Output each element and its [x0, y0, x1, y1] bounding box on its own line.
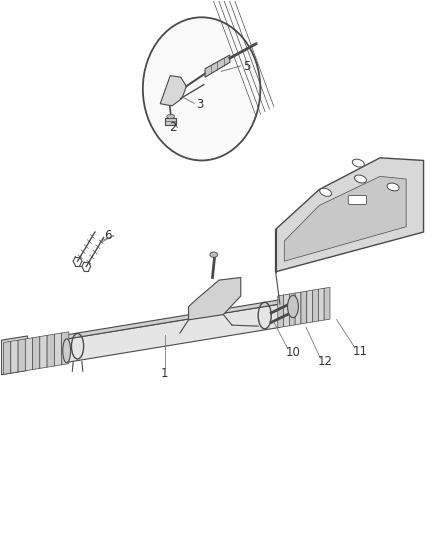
Polygon shape: [11, 340, 18, 373]
FancyBboxPatch shape: [348, 196, 367, 205]
Polygon shape: [160, 76, 186, 106]
Polygon shape: [47, 334, 54, 367]
Text: 10: 10: [286, 346, 300, 359]
Ellipse shape: [63, 339, 71, 362]
Text: 1: 1: [161, 367, 168, 380]
Polygon shape: [295, 292, 301, 325]
Polygon shape: [40, 335, 47, 368]
Circle shape: [143, 17, 260, 160]
Polygon shape: [18, 339, 25, 372]
Text: 3: 3: [196, 98, 203, 111]
Polygon shape: [67, 304, 280, 362]
Text: 12: 12: [318, 356, 333, 368]
Polygon shape: [25, 338, 32, 371]
Polygon shape: [324, 287, 330, 320]
Polygon shape: [4, 341, 11, 374]
Ellipse shape: [210, 252, 218, 257]
Polygon shape: [165, 118, 177, 125]
Text: 11: 11: [353, 345, 368, 358]
Polygon shape: [188, 278, 241, 320]
Ellipse shape: [167, 114, 175, 118]
Polygon shape: [318, 288, 324, 321]
Polygon shape: [284, 176, 406, 261]
Polygon shape: [1, 336, 28, 375]
Polygon shape: [54, 333, 62, 366]
Ellipse shape: [320, 188, 332, 196]
Polygon shape: [32, 336, 40, 369]
Polygon shape: [205, 55, 230, 77]
Ellipse shape: [7, 348, 17, 353]
Polygon shape: [67, 300, 280, 339]
Text: 2: 2: [169, 121, 176, 134]
Polygon shape: [62, 332, 69, 365]
Polygon shape: [301, 291, 307, 324]
Polygon shape: [278, 295, 283, 328]
Polygon shape: [283, 294, 290, 327]
Ellipse shape: [352, 159, 364, 167]
Ellipse shape: [387, 183, 399, 191]
Polygon shape: [276, 158, 424, 272]
Text: 5: 5: [244, 60, 251, 72]
Ellipse shape: [354, 175, 367, 183]
Text: 6: 6: [104, 229, 112, 242]
Ellipse shape: [7, 360, 17, 365]
Polygon shape: [290, 293, 295, 326]
Polygon shape: [307, 290, 313, 323]
Ellipse shape: [288, 295, 298, 318]
Polygon shape: [313, 289, 318, 322]
